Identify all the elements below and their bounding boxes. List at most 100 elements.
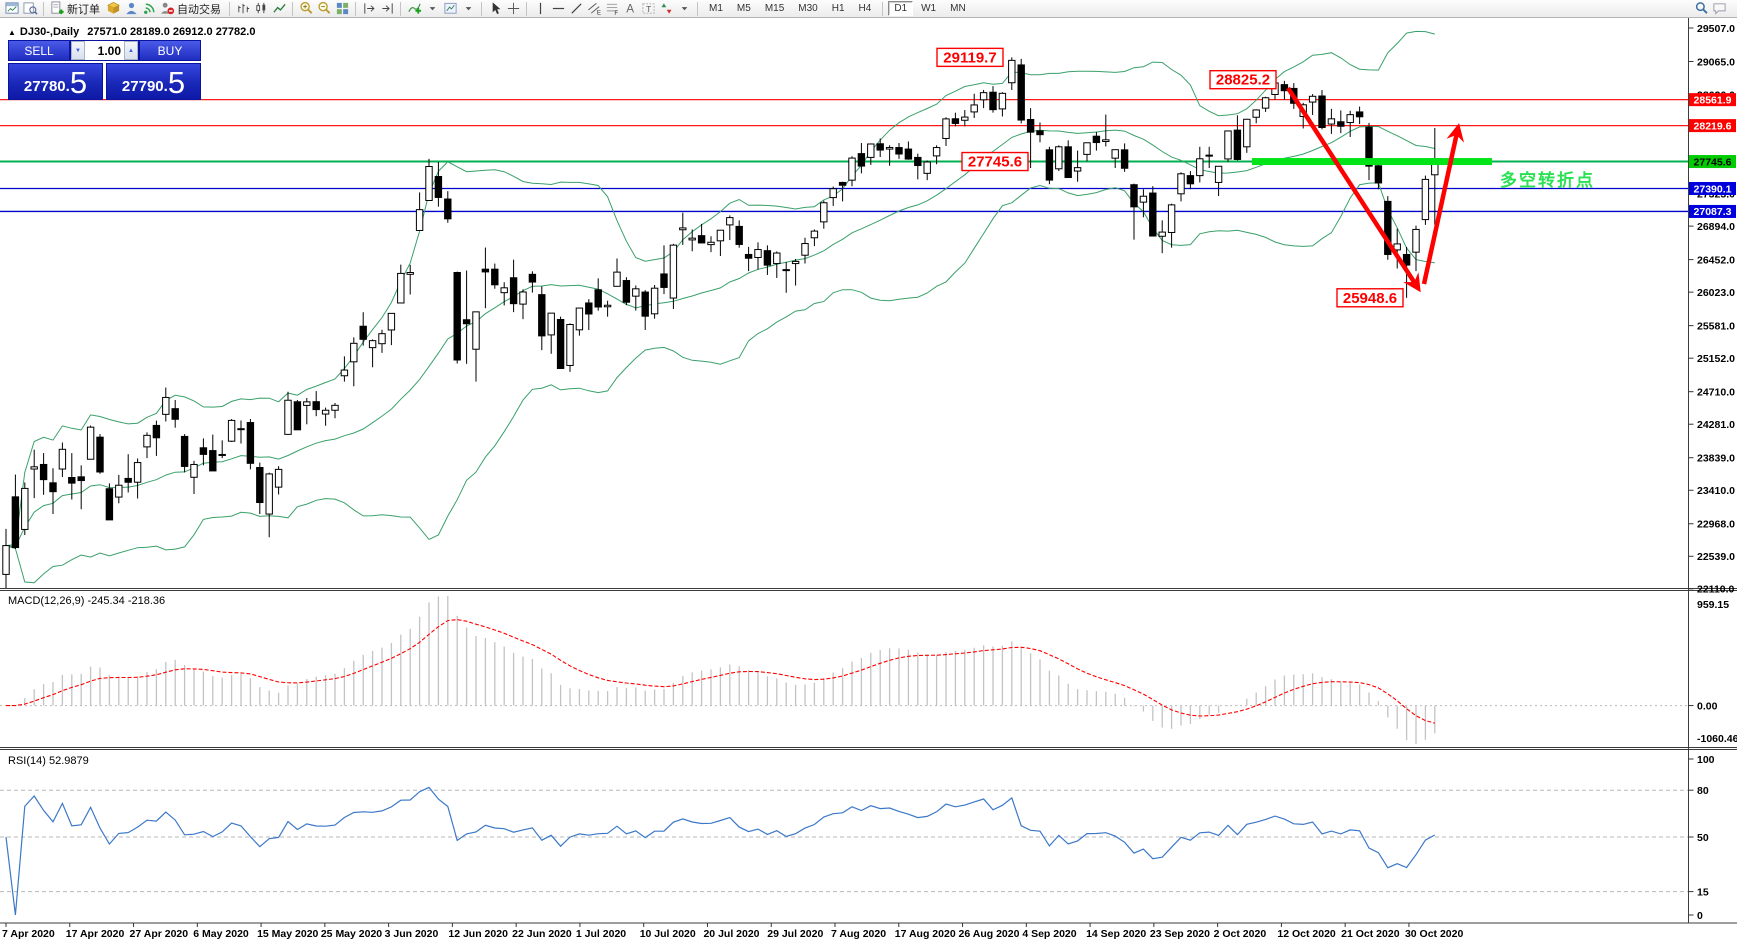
sell-price-int: 27780 xyxy=(23,78,66,95)
toolbar-right-group xyxy=(1692,1,1734,17)
autotrade-label[interactable]: 自动交易 xyxy=(177,3,221,16)
tile-windows-icon[interactable] xyxy=(333,1,351,17)
svg-text:0.00: 0.00 xyxy=(1697,700,1718,712)
cube-icon[interactable] xyxy=(104,1,122,17)
crosshair-icon[interactable] xyxy=(504,1,522,17)
price-chart[interactable]: 29119.7 28825.2 27745.6 25948.6 多空转折点 29507.0… xyxy=(0,18,1737,943)
svg-text:4 Sep 2020: 4 Sep 2020 xyxy=(1022,928,1076,940)
volume-up-icon[interactable]: ▲ xyxy=(124,41,138,60)
buy-button[interactable]: BUY xyxy=(139,40,201,61)
price-annotation-labels[interactable]: 29119.7 28825.2 27745.6 25948.6 xyxy=(936,47,1404,308)
label-icon[interactable]: T xyxy=(639,1,657,17)
toolbar-group xyxy=(3,1,39,17)
rsi-panel[interactable]: RSI(14) 52.9879 100 80 50 15 0 xyxy=(0,754,1715,922)
sell-price-button[interactable]: 27780. 5 xyxy=(8,63,103,100)
charts-window-icon[interactable] xyxy=(3,1,21,17)
chart-shift-icon[interactable] xyxy=(378,1,396,17)
candle-chart-icon[interactable] xyxy=(252,1,270,17)
search-icon[interactable] xyxy=(1692,1,1710,17)
community-icon[interactable] xyxy=(122,1,140,17)
channel-icon[interactable]: E xyxy=(585,1,603,17)
autotrade-icon[interactable] xyxy=(158,1,176,17)
timeframe-m15[interactable]: M15 xyxy=(764,3,785,14)
svg-text:28561.9: 28561.9 xyxy=(1694,94,1732,106)
arrows-icon[interactable] xyxy=(657,1,675,17)
main-plot-area[interactable] xyxy=(2,30,1492,589)
volume-input[interactable] xyxy=(85,41,124,60)
svg-text:24281.0: 24281.0 xyxy=(1697,419,1735,431)
chat-icon[interactable] xyxy=(1710,1,1728,17)
svg-text:26023.0: 26023.0 xyxy=(1697,287,1735,299)
chart-title: ▲ DJ30-,Daily 27571.0 28189.0 26912.0 2778… xyxy=(8,26,255,38)
trend-arrows[interactable] xyxy=(1286,86,1465,293)
macd-signal-line xyxy=(6,619,1435,724)
timeframe-d1[interactable]: D1 xyxy=(888,1,914,16)
timeframe-w1[interactable]: W1 xyxy=(921,3,937,14)
date-axis[interactable]: 7 Apr 2020 17 Apr 2020 27 Apr 2020 6 May 20… xyxy=(2,923,1463,940)
svg-text:F: F xyxy=(614,10,618,16)
new-order-icon[interactable] xyxy=(48,1,66,17)
bar-chart-icon[interactable] xyxy=(234,1,252,17)
toolbar-separator xyxy=(43,1,44,16)
svg-text:100: 100 xyxy=(1697,754,1715,766)
new-order-label[interactable]: 新订单 xyxy=(67,3,100,16)
auto-scroll-icon[interactable] xyxy=(360,1,378,17)
toolbar-group xyxy=(486,1,522,17)
profile-window-icon[interactable] xyxy=(21,1,39,17)
timeframe-mn[interactable]: MN xyxy=(950,3,966,14)
hline-icon[interactable] xyxy=(549,1,567,17)
svg-text:1 Jul 2020: 1 Jul 2020 xyxy=(576,928,626,940)
svg-text:29507.0: 29507.0 xyxy=(1697,23,1735,35)
svg-text:T: T xyxy=(646,4,651,14)
one-click-trade-panel: SELL ▼ ▲ BUY 27780.5 27790.5 xyxy=(8,40,201,100)
dropdown-caret-icon[interactable] xyxy=(459,1,477,17)
dropdown-caret-icon[interactable] xyxy=(675,1,693,17)
svg-text:28825.2: 28825.2 xyxy=(1216,72,1270,89)
vline-icon[interactable] xyxy=(531,1,549,17)
volume-down-icon[interactable]: ▼ xyxy=(71,41,85,60)
template-icon[interactable] xyxy=(441,1,459,17)
svg-text:21 Oct 2020: 21 Oct 2020 xyxy=(1341,928,1400,940)
sell-price-dot: . xyxy=(65,78,70,95)
svg-text:27 Apr 2020: 27 Apr 2020 xyxy=(130,928,189,940)
dropdown-caret-icon[interactable] xyxy=(423,1,441,17)
svg-text:15: 15 xyxy=(1697,886,1709,898)
zoom-out-icon[interactable] xyxy=(315,1,333,17)
svg-text:28219.6: 28219.6 xyxy=(1694,120,1732,132)
text-icon[interactable]: A xyxy=(621,1,639,17)
svg-text:3 Jun 2020: 3 Jun 2020 xyxy=(385,928,439,940)
trendline-icon[interactable] xyxy=(567,1,585,17)
toolbar-group: 新订单 自动交易 xyxy=(48,1,225,17)
timeframe-m30[interactable]: M30 xyxy=(798,3,818,14)
zoom-in-icon[interactable] xyxy=(297,1,315,17)
svg-text:22110.0: 22110.0 xyxy=(1697,584,1735,596)
svg-text:25581.0: 25581.0 xyxy=(1697,320,1735,332)
svg-text:2 Oct 2020: 2 Oct 2020 xyxy=(1214,928,1267,940)
svg-text:10 Jul 2020: 10 Jul 2020 xyxy=(640,928,696,940)
price-axis[interactable]: 29507.029065.028626.027323.026894.026452… xyxy=(1688,23,1737,596)
svg-text:12 Oct 2020: 12 Oct 2020 xyxy=(1277,928,1336,940)
sell-button[interactable]: SELL xyxy=(8,40,70,61)
svg-text:20 Jul 2020: 20 Jul 2020 xyxy=(703,928,759,940)
collapse-triangle-icon[interactable]: ▲ xyxy=(8,28,16,37)
line-chart-icon[interactable] xyxy=(270,1,288,17)
fibonacci-icon[interactable]: F xyxy=(603,1,621,17)
chart-window: 29119.7 28825.2 27745.6 25948.6 多空转折点 29507.0… xyxy=(0,18,1737,943)
svg-text:27745.6: 27745.6 xyxy=(968,154,1022,171)
buy-price-button[interactable]: 27790. 5 xyxy=(106,63,201,100)
timeframe-h1[interactable]: H1 xyxy=(831,3,845,14)
macd-panel[interactable]: MACD(12,26,9) -245.34 -218.36 959.15 0.00 -… xyxy=(0,595,1737,745)
indicators-icon[interactable] xyxy=(405,1,423,17)
timeframe-h4[interactable]: H4 xyxy=(858,3,872,14)
toolbar: 新订单 自动交易 E F A T M1 M5 M15 M30 H1 H4 D1 W1 MN xyxy=(0,0,1737,18)
timeframe-m5[interactable]: M5 xyxy=(736,3,751,14)
toolbar-separator xyxy=(481,1,482,16)
buy-price-int: 27790 xyxy=(121,78,164,95)
signal-icon[interactable] xyxy=(140,1,158,17)
support-zone-band[interactable] xyxy=(1252,158,1492,166)
svg-text:27745.6: 27745.6 xyxy=(1694,156,1732,168)
svg-text:80: 80 xyxy=(1697,785,1709,797)
toolbar-separator xyxy=(355,1,356,16)
timeframe-m1[interactable]: M1 xyxy=(709,3,723,14)
cursor-icon[interactable] xyxy=(486,1,504,17)
